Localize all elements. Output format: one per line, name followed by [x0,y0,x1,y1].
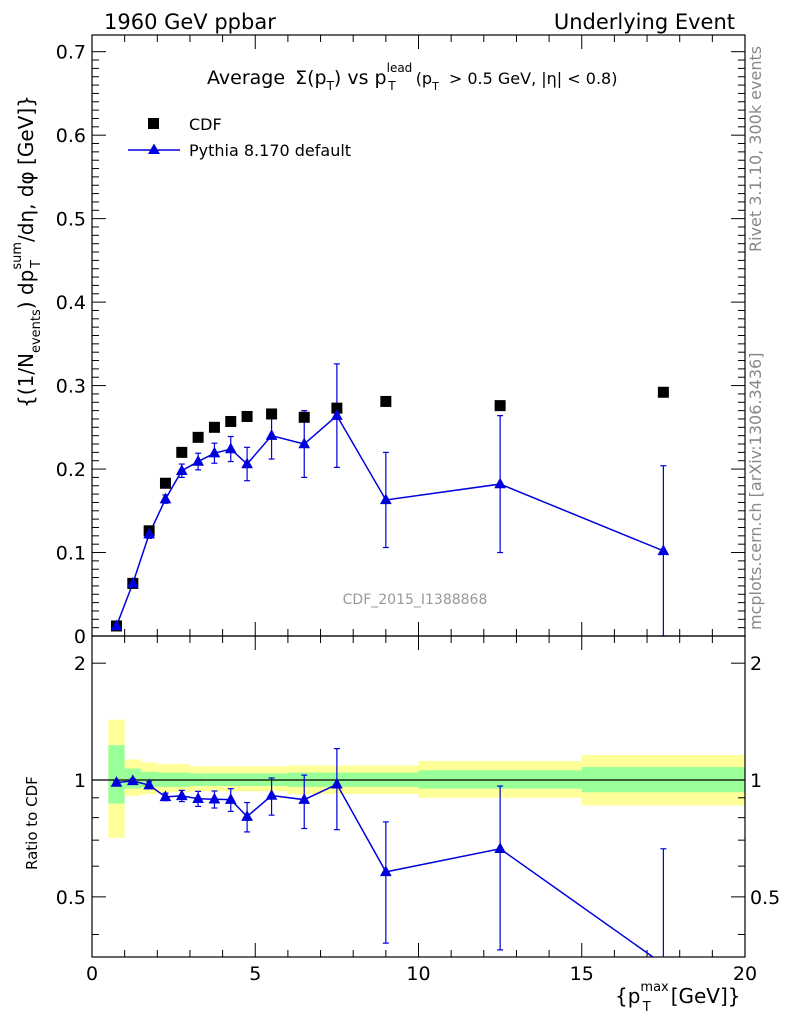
pythia-point [192,455,204,466]
ratio-point [159,790,172,802]
main-ytick-label: 0.3 [56,376,86,398]
ratio-point [331,777,343,789]
ratio-point [192,792,204,803]
ratio-point [265,789,278,800]
legend-label-cdf: CDF [189,115,222,134]
ratio-line [116,780,655,957]
ratio-point [298,793,311,804]
pythia-point [331,409,343,420]
pythia-point [657,544,670,556]
pythia-point [494,477,506,489]
chart-title: Average Σ(pT) vs plead T (pT > 0.5 GeV, |… [207,61,617,95]
title-part-b-sub: T [326,79,335,93]
main-ytick-label: 0.7 [56,42,86,64]
ratio-point [208,792,221,804]
title-part-c: ) vs p [334,67,387,89]
main-ytick-label: 0.6 [56,125,86,147]
pythia-point [224,442,237,454]
title-part-c-sup: lead [387,61,413,75]
main-ytick-label: 0.5 [56,209,86,231]
ratio-point [126,774,139,786]
cdf-point [192,431,204,443]
x-tick-label: 0 [86,963,98,985]
ratio-ylabel: Ratio to CDF [23,776,41,870]
x-tick-label: 15 [570,963,594,985]
main-ytick-label: 0.2 [56,459,86,481]
cdf-point [657,386,669,398]
cdf-point [208,421,220,433]
x-tick-label: 5 [249,963,261,985]
ratio-point [110,776,123,787]
pythia-point [110,619,123,631]
ylabel-part-a: {(1/N [14,353,38,408]
legend-label-pythia: Pythia 8.170 default [189,141,351,160]
rivet-label: Rivet 3.1.10, 300k events [746,46,765,252]
cdf-point [494,400,506,412]
cdf-point [380,395,392,407]
cdf-point [176,446,188,458]
ratio-ytick-label: 0.5 [56,887,86,909]
main-ytick-label: 0.4 [56,292,86,314]
title-part-c-sub: T [387,79,396,93]
cdf-point [266,408,278,420]
pythia-point [143,527,155,539]
cdf-point [225,415,237,427]
legend: CDF Pythia 8.170 default [128,115,351,160]
header-left: 1960 GeV ppbar [104,10,276,34]
pythia-point [175,464,188,475]
title-part-e: > 0.5 GeV, |η| < 0.8) [449,69,618,88]
mcplots-label: mcplots.cern.ch [arXiv:1306.3436] [746,353,765,630]
analysis-watermark: CDF_2015_I1388868 [343,592,488,608]
legend-marker-pythia [148,143,160,154]
cdf-point [298,411,310,423]
title-part-d-sub: T [431,80,439,93]
ratio-ytick-label: 2 [74,653,86,675]
x-tick-label: 20 [733,963,757,985]
main-plot: 0 0.1 0.2 0.3 0.4 0.5 0.6 0.7 [56,34,746,648]
title-part-a: Average [207,67,285,89]
xlabel: {pmax T [GeV]} [615,980,741,1015]
legend-marker-cdf [148,118,159,129]
xlabel-part-a: {p [615,984,640,1008]
header-right: Underlying Event [554,10,735,34]
cdf-point [241,410,253,422]
pythia-point [265,429,278,440]
ratio-point [224,793,237,804]
ylabel-part-b: ) dp [14,270,38,310]
x-tick-label: 10 [406,963,430,985]
main-ytick-label: 0 [74,626,86,648]
ratio-band-green [108,745,125,804]
title-part-d: (p [416,69,432,88]
xlabel-part-b: [GeV]} [671,984,741,1008]
main-ytick-label: 0.1 [56,543,86,565]
ratio-point [143,778,155,790]
cdf-point [331,402,343,414]
pythia-point [126,576,139,588]
ratio-ytick-label-right: 1 [750,770,762,792]
ylabel-part-a-sub: events [29,309,44,353]
ratio-point [241,810,253,821]
pythia-point [208,446,221,458]
xlabel-part-a-sup: max [640,980,669,995]
ylabel-part-c: /dη, dφ [GeV]} [14,95,38,242]
pythia-point [298,437,311,449]
ratio-plot: 0 5 10 15 20 0.5 0.5 1 1 2 2 [56,635,780,985]
title-part-b: Σ(p [295,67,326,89]
ratio-point [494,842,506,854]
pythia-point [241,457,253,469]
ylabel-part-b-sub: T [29,260,44,269]
ratio-point [380,865,392,877]
ratio-point [175,789,188,801]
xlabel-part-a-sub: T [642,1000,651,1015]
ratio-ytick-label-right: 2 [750,653,762,675]
ylabel-main: {(1/Nevents) dpsum T/dη, dφ [GeV]} [10,95,44,408]
pythia-point [159,492,172,504]
ratio-ytick-label: 1 [74,770,86,792]
ratio-ytick-label-right: 0.5 [750,887,780,909]
ylabel-part-b-sup: sum [10,242,25,270]
pythia-point [380,493,392,505]
cdf-point [159,477,171,489]
